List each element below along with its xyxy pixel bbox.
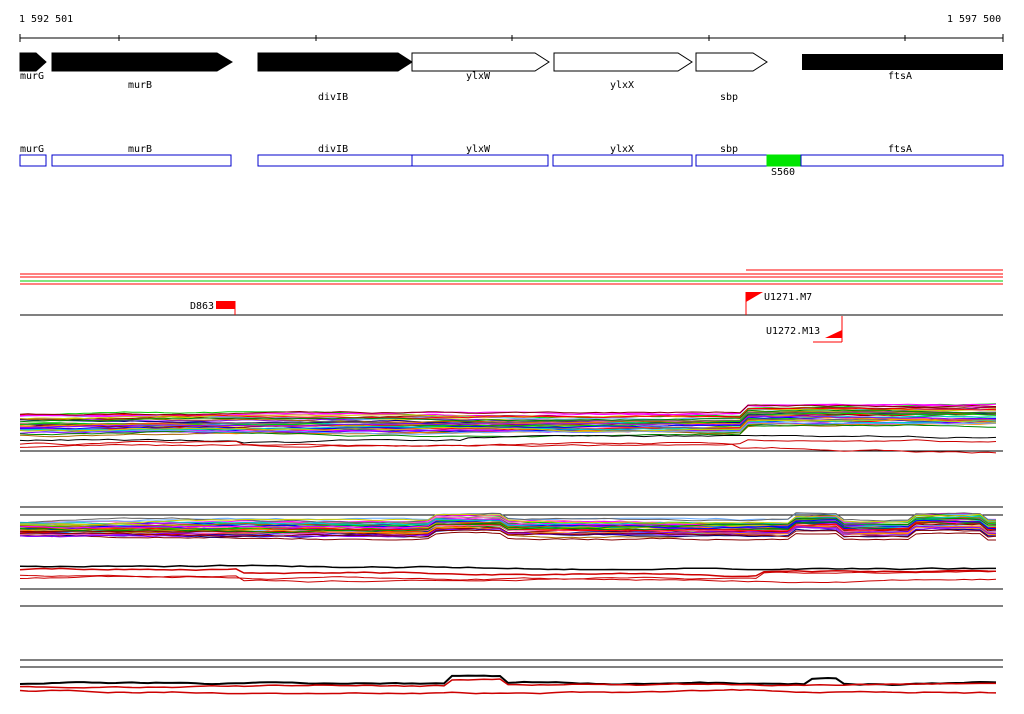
region-outline-track — [19, 154, 1004, 167]
gene-label-murB: murB — [128, 80, 153, 91]
signal-trace — [19, 567, 997, 578]
signal-trace — [19, 688, 997, 695]
signal-trace — [19, 525, 997, 535]
signal-trace — [19, 678, 996, 689]
feature-track — [20, 292, 1003, 343]
gene-arrow-murG[interactable] — [19, 52, 47, 72]
signal-trace — [19, 513, 997, 526]
signal-trace — [19, 529, 997, 538]
region-ylxW[interactable] — [411, 154, 549, 167]
region-label-murB: murB — [128, 144, 153, 155]
coordinate-end-label: 1 597 500 — [947, 14, 1002, 25]
gene-label-murG: murG — [20, 71, 45, 82]
signal-trace — [19, 570, 997, 583]
gene-arrow-murB[interactable] — [51, 52, 233, 72]
signal-trace — [19, 517, 997, 533]
signal-trace — [19, 422, 997, 435]
gene-arrow-ylxX[interactable] — [553, 52, 693, 72]
signal-plot-2 — [19, 506, 1003, 607]
region-label-murG: murG — [20, 144, 45, 155]
region-ftsA[interactable] — [800, 154, 1004, 167]
feature-label-D863: D863 — [190, 301, 215, 312]
gene-arrow-track — [19, 52, 1003, 72]
signal-trace — [19, 515, 997, 527]
region-murG[interactable] — [19, 154, 47, 167]
gene-label-divIB: divIB — [318, 92, 349, 103]
gene-label-ftsA: ftsA — [888, 71, 913, 82]
gene-label-sbp: sbp — [720, 92, 739, 103]
signal-trace — [19, 407, 997, 419]
signal-plot-3 — [19, 659, 1003, 695]
region-divIB[interactable] — [257, 154, 413, 167]
feature-U1272-flag[interactable] — [825, 330, 842, 338]
feature-D863-box[interactable] — [216, 301, 235, 309]
feature-label-U1272: U1272.M13 — [766, 326, 821, 337]
region-murB[interactable] — [51, 154, 232, 167]
signal-trace — [19, 411, 997, 426]
region-label-ftsA: ftsA — [888, 144, 913, 155]
feature-label-U1271: U1271.M7 — [764, 292, 813, 303]
coverage-lines — [20, 269, 1003, 285]
signal-trace — [19, 415, 997, 429]
signal-trace — [19, 674, 997, 687]
signal-trace — [19, 575, 997, 584]
feature-U1271-flag[interactable] — [746, 292, 763, 302]
coordinate-ruler — [19, 34, 1004, 42]
region-sbp[interactable] — [695, 154, 768, 167]
coordinate-start-label: 1 592 501 — [19, 14, 74, 25]
signal-trace — [19, 512, 997, 524]
signal-trace — [19, 531, 996, 541]
signal-plot-1 — [19, 403, 1003, 454]
region-ylxX[interactable] — [552, 154, 693, 167]
signal-trace — [19, 564, 996, 571]
signal-trace — [19, 441, 997, 454]
region-label-ylxW: ylxW — [466, 144, 491, 155]
gene-arrow-ftsA[interactable] — [802, 54, 1003, 70]
gene-arrow-sbp[interactable] — [695, 52, 768, 72]
gene-arrow-divIB[interactable] — [257, 52, 413, 72]
region-label-S560: S560 — [771, 167, 796, 178]
gene-label-ylxX: ylxX — [610, 80, 635, 91]
region-S560[interactable] — [766, 154, 802, 167]
signal-trace — [19, 409, 997, 423]
signal-trace — [19, 418, 997, 433]
signal-trace — [19, 525, 997, 538]
region-label-sbp: sbp — [720, 144, 739, 155]
region-label-divIB: divIB — [318, 144, 349, 155]
signal-trace — [19, 404, 997, 416]
signal-trace — [19, 413, 996, 429]
gene-label-ylxW: ylxW — [466, 71, 491, 82]
gene-arrow-ylxW[interactable] — [411, 52, 550, 72]
region-label-ylxX: ylxX — [610, 144, 635, 155]
signal-trace — [19, 434, 997, 444]
